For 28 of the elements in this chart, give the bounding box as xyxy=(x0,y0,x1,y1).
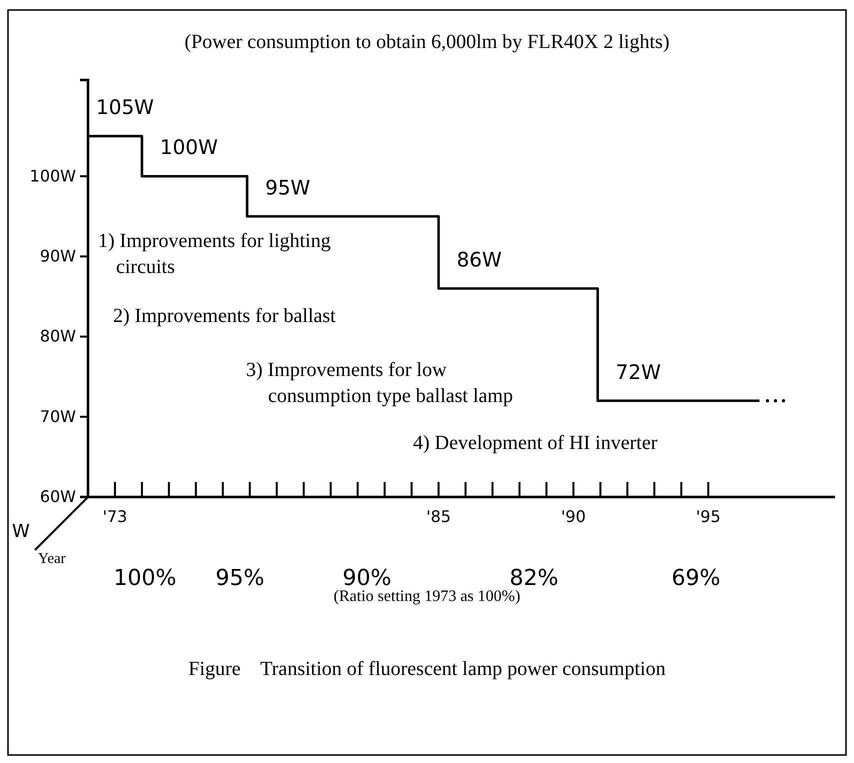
data-label: 86W xyxy=(456,248,502,272)
y-tick-label: 100W xyxy=(30,166,76,186)
data-label: 72W xyxy=(616,360,662,384)
x-tick-label: '73 xyxy=(102,507,128,526)
text: 95% xyxy=(216,566,264,591)
y-axis-title: W xyxy=(12,521,30,542)
y-tick-label: 80W xyxy=(40,326,76,346)
text: 100% xyxy=(114,566,176,591)
annotation: 3) Improvements for low consumption type ballast lamp xyxy=(246,359,513,407)
x-axis-title: Year xyxy=(38,551,66,567)
text: (Ratio setting 1973 as 100%) xyxy=(334,588,520,605)
y-tick-label: 60W xyxy=(40,487,76,506)
annotation: 2) Improvements for ballast xyxy=(113,305,336,327)
y-tick-label: 90W xyxy=(40,246,76,266)
x-tick-label: '90 xyxy=(561,507,586,526)
data-label: 95W xyxy=(265,175,311,200)
annotation: 1) Improvements for lighting circuits xyxy=(98,230,331,278)
y-tick-label: 70W xyxy=(40,406,76,426)
text: 69% xyxy=(672,566,720,591)
x-tick-label: '85 xyxy=(426,507,451,526)
text: 90% xyxy=(342,566,392,591)
x-tick-label: '95 xyxy=(696,507,721,526)
data-label: 105W xyxy=(96,95,154,120)
text: Figure Transition of fluorescent lamp power consumption xyxy=(188,658,666,680)
data-label: 100W xyxy=(160,135,218,160)
chart-title: (Power consumption to obtain 6,000lm by FLR40X 2 lights) xyxy=(184,31,670,53)
annotation: 4) Development of HI inverter xyxy=(413,432,658,454)
text: 82% xyxy=(510,566,558,591)
